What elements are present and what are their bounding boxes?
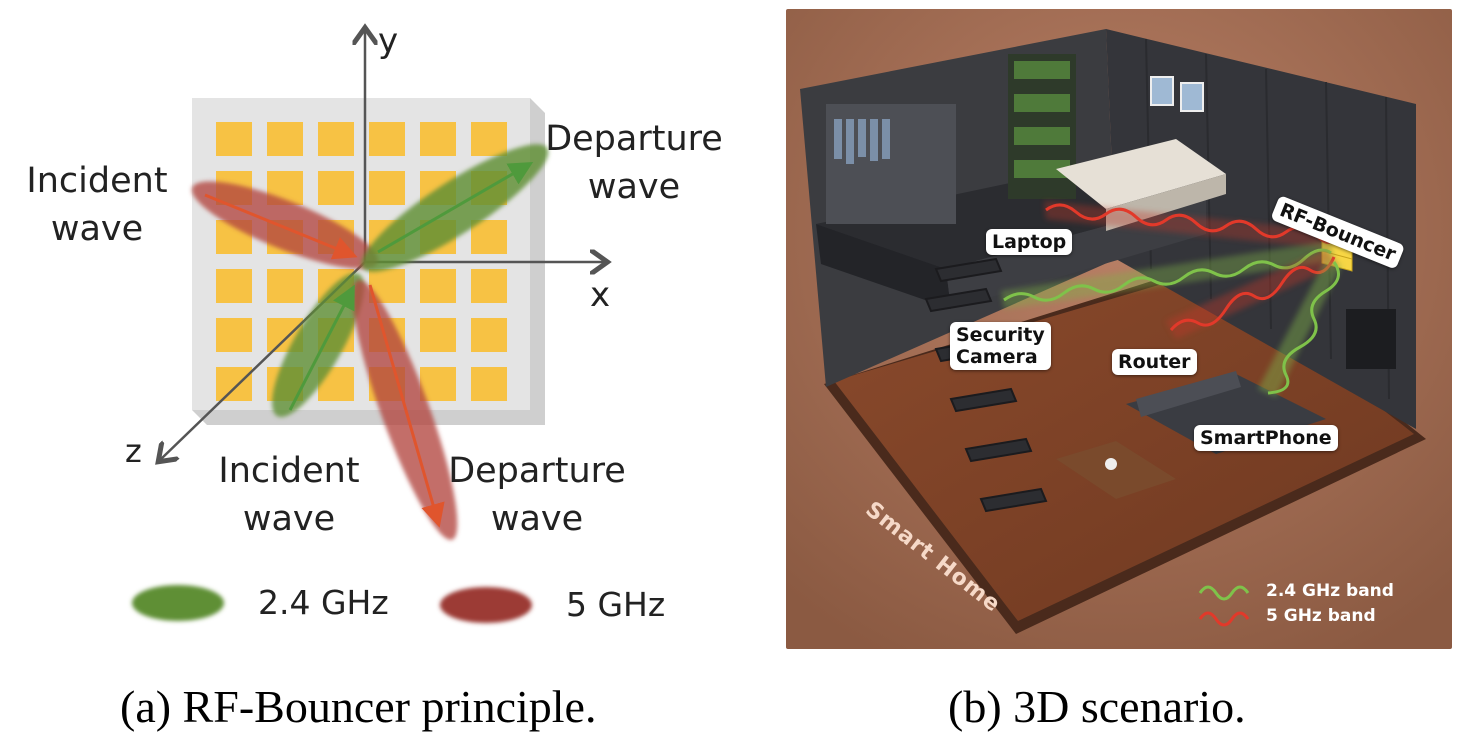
unit-cell [267,269,303,303]
wardrobe [826,104,956,224]
legend-bands: 2.4 GHz band 5 GHz band [1266,579,1394,629]
smart-home-illustration [786,9,1452,649]
unit-cell [471,122,507,156]
plant-wall-leaves [1014,61,1070,178]
legend-2-4ghz: 2.4 GHz [132,583,389,622]
legend-label-5ghz-band: 5 GHz band [1266,606,1376,626]
incident-wave-bottom-line2: wave [243,499,335,539]
beam-smartphone-2-4ghz [1258,259,1342,397]
departure-wave-top-line2: wave [588,167,680,207]
unit-cell [369,122,405,156]
incident-wave-bottom-line1: Incident [218,451,359,491]
wall-frame-2 [1180,82,1204,112]
table-lamp [1105,458,1117,470]
unit-cell [216,367,252,401]
incident-wave-top-line1: Incident [26,161,167,201]
unit-cell [369,171,405,205]
panel-a-principle: y x z Incident wave Departure wave Incid… [0,0,760,662]
sofa-back [1136,371,1241,417]
dining-table [1056,441,1176,499]
unit-cell [216,318,252,352]
departure-wave-top-line1: Departure [545,119,723,159]
label-security-camera-line1: Security [956,324,1045,346]
legend-swatch-red [440,587,532,623]
departure-wave-bottom-line1: Departure [448,451,626,491]
unit-cell [267,122,303,156]
legend-label-2-4ghz-band: 2.4 GHz band [1266,581,1394,601]
label-security-camera: Security Camera [950,322,1051,370]
label-security-camera-line2: Camera [956,346,1038,368]
caption-a: (a) RF-Bouncer principle. [120,681,597,732]
legend-swatch-green [132,585,224,621]
unit-cell [420,318,456,352]
wardrobe-clothes [834,119,890,164]
unit-cell [420,367,456,401]
legend-5ghz: 5 GHz [440,585,665,624]
unit-cell [216,269,252,303]
beam-camera-2-4ghz [1001,241,1334,309]
unit-cell [216,122,252,156]
unit-cell [420,122,456,156]
incident-arrow-top [204,193,358,260]
y-axis-label: y [378,21,398,61]
departure-arrow-top [377,161,534,254]
unit-cell [471,220,507,254]
unit-cell [471,318,507,352]
unit-cell [420,269,456,303]
legend-label-2-4ghz: 2.4 GHz [258,583,389,622]
unit-cell [318,122,354,156]
label-smartphone: SmartPhone [1194,425,1338,451]
unit-cell [318,171,354,205]
incident-wave-top-line2: wave [51,209,143,249]
bed [1056,139,1226,209]
z-axis-label: z [125,432,142,470]
legend-wave-2-4ghz [1198,585,1250,601]
x-axis-label: x [590,275,610,315]
loft-edge [816,224,951,309]
legend-label-5ghz: 5 GHz [566,585,665,624]
legend-wave-5ghz [1198,611,1250,627]
principle-diagram: y x z Incident wave Departure wave Incid… [26,21,723,624]
wall-frame-1 [1150,76,1174,106]
caption-b: (b) 3D scenario. [948,681,1246,732]
label-router: Router [1112,349,1197,375]
unit-cell [471,269,507,303]
departure-wave-bottom-line2: wave [491,499,583,539]
panel-b-3d-scenario: RF-Bouncer Laptop Security Camera Router… [786,9,1452,649]
departure-arrow-bottom [368,284,445,528]
tv [1346,309,1396,369]
beam-router-5ghz [1166,249,1338,339]
label-laptop: Laptop [986,229,1073,255]
incident-arrow-bottom [288,284,355,411]
unit-cell [471,367,507,401]
